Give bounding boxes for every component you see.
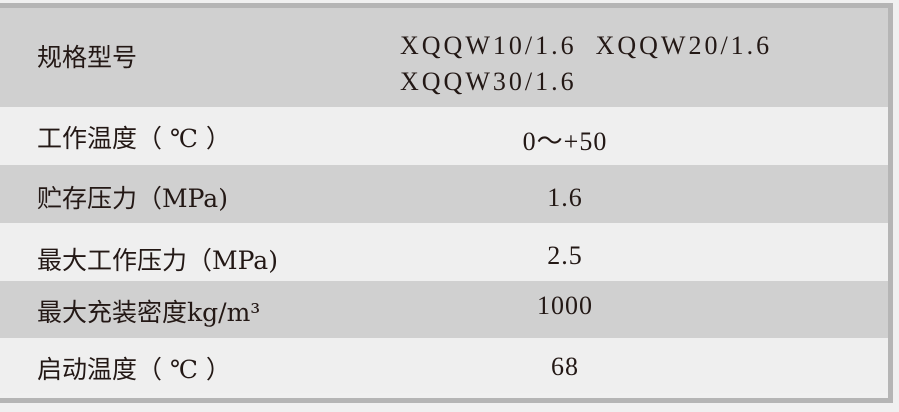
row-value: 1000: [537, 291, 593, 320]
models-line-2: XQQW30/1.6: [400, 67, 577, 96]
table-row: 最大充装密度kg/m³ 1000: [0, 281, 888, 338]
row-value: 1.6: [547, 183, 583, 212]
header-models: XQQW10/1.6 XQQW20/1.6 XQQW30/1.6: [400, 28, 772, 100]
header-label: 规格型号: [37, 43, 138, 72]
table-row: 启动温度（ ℃ ） 68: [0, 338, 888, 393]
row-label: 最大充装密度kg/m³: [37, 298, 261, 327]
row-label: 贮存压力（MPa): [37, 184, 228, 213]
row-label: 最大工作压力（MPa): [37, 246, 278, 275]
row-label: 启动温度（ ℃ ）: [37, 355, 231, 384]
row-label: 工作温度（ ℃ ）: [37, 124, 231, 153]
spec-table: 规格型号 XQQW10/1.6 XQQW20/1.6 XQQW30/1.6 工作…: [0, 3, 893, 403]
table-row: 工作温度（ ℃ ） 0～+50: [0, 107, 888, 165]
table-row: 最大工作压力（MPa) 2.5: [0, 223, 888, 281]
row-value: 2.5: [547, 241, 583, 270]
row-value: 0～+50: [522, 127, 608, 156]
models-line-1: XQQW10/1.6 XQQW20/1.6: [400, 31, 773, 60]
header-row: 规格型号 XQQW10/1.6 XQQW20/1.6 XQQW30/1.6: [0, 8, 888, 107]
table-row: 贮存压力（MPa) 1.6: [0, 165, 888, 223]
row-value: 68: [551, 352, 579, 381]
